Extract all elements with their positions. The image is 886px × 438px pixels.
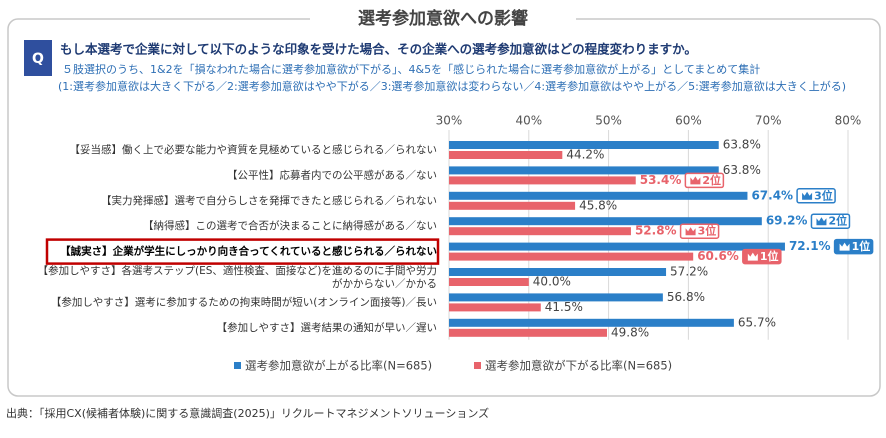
bar [449,268,667,276]
bar [449,191,748,200]
rank-text: 1位 [852,239,871,253]
x-tick-label: 30% [436,114,463,128]
crown-icon [802,191,813,200]
legend-label: 選考参加意欲が下がる比率(N=685) [485,359,672,373]
bar [449,166,719,175]
chart: 30% 40% 50% 60% 70% 80% 【妥当感】働く上で必要な能力や資質を見極めて… [38,114,874,373]
bar [449,328,608,337]
q-badge-text: Q [32,51,44,67]
legend-label: 選考参加意欲が上がる比率(N=685) [245,359,432,373]
value-label: 63.8% [723,163,761,177]
value-label: 63.8% [723,138,761,152]
x-tick-label: 50% [595,114,622,128]
value-label: 40.0% [533,275,571,289]
value-label: 49.8% [611,325,649,339]
bar [449,201,576,210]
bar [449,293,663,302]
rank-text: 2位 [702,173,721,187]
value-label: 67.4% [751,188,793,202]
value-label: 60.6% [697,249,739,263]
bar [449,227,631,236]
crown-icon [685,227,696,236]
bar [449,176,636,185]
bar [449,242,785,251]
bar [449,217,762,226]
x-tick-label: 60% [675,114,702,128]
crown-icon [816,217,827,226]
x-tick-label: 40% [515,114,542,128]
bar [449,278,529,286]
category-label: 【誠実さ】企業が学生にしっかり向き合ってくれていると感じられる／られない [60,245,437,258]
crown-icon [747,252,758,261]
title: 選考参加意欲への影響 [358,8,528,29]
x-tick-label: 70% [755,114,782,128]
source: 出典：「採用CX(候補者体験)に関する意識調査(2025)」リクルートマネジメン… [6,406,489,420]
q-badge [24,40,52,76]
value-label: 45.8% [579,198,617,212]
category-label: 【参加しやすさ】各選考ステップ(ES、適性検査、面接など)を進めるのに手間や労力 [38,264,437,277]
category-label: がかからない／かかる [332,277,437,290]
category-label: 【参加しやすさ】選考に参加するための拘束時間が短い(オンライン面接等)／長い [51,295,437,308]
crown-icon [839,242,850,251]
value-label: 69.2% [766,214,808,228]
category-label: 【納得感】この選考で合否が決まることに納得感がある／ない [143,219,437,232]
value-label: 52.8% [635,224,677,238]
crown-icon [690,176,701,185]
rank-text: 1位 [760,249,779,263]
highlight-box [45,238,440,265]
legend-swatch [234,362,241,369]
rank-text: 2位 [828,214,847,228]
value-label: 57.2% [670,265,708,279]
note: (1:選考参加意欲は大きく下がる／2:選考参加意欲はやや下がる／3:選考参加意欲… [58,79,846,93]
category-label: 【妥当感】働く上で必要な能力や資質を見極めていると感じられる／られない [70,143,438,156]
bar [449,151,563,159]
note: ５肢選択のうち、1&2を「損なわれた場合に選考参加意欲が下がる」、4&5を「感じ… [62,62,760,76]
value-label: 56.8% [667,290,705,304]
bar [449,141,719,149]
category-label: 【公平性】応募者内での公平感がある／ない [227,168,437,181]
question: もし本選考で企業に対して以下のような印象を受けた場合、その企業への選考参加意欲は… [60,42,697,57]
rank-text: 3位 [698,224,717,238]
value-label: 72.1% [789,239,831,253]
rank-text: 3位 [814,188,833,202]
x-tick-label: 80% [835,114,862,128]
value-label: 53.4% [640,173,682,187]
category-label: 【実力発揮感】選考で自分らしさを発揮できたと感じられる／られない [101,194,437,207]
bar [449,303,541,312]
title-bg [310,6,576,32]
value-label: 41.5% [545,300,583,314]
bar [449,252,694,261]
legend-swatch [474,362,481,369]
category-label: 【参加しやすさ】選考結果の通知が早い／遅い [217,321,437,334]
value-label: 44.2% [566,148,604,162]
value-label: 65.7% [738,315,776,329]
bar [449,318,734,327]
